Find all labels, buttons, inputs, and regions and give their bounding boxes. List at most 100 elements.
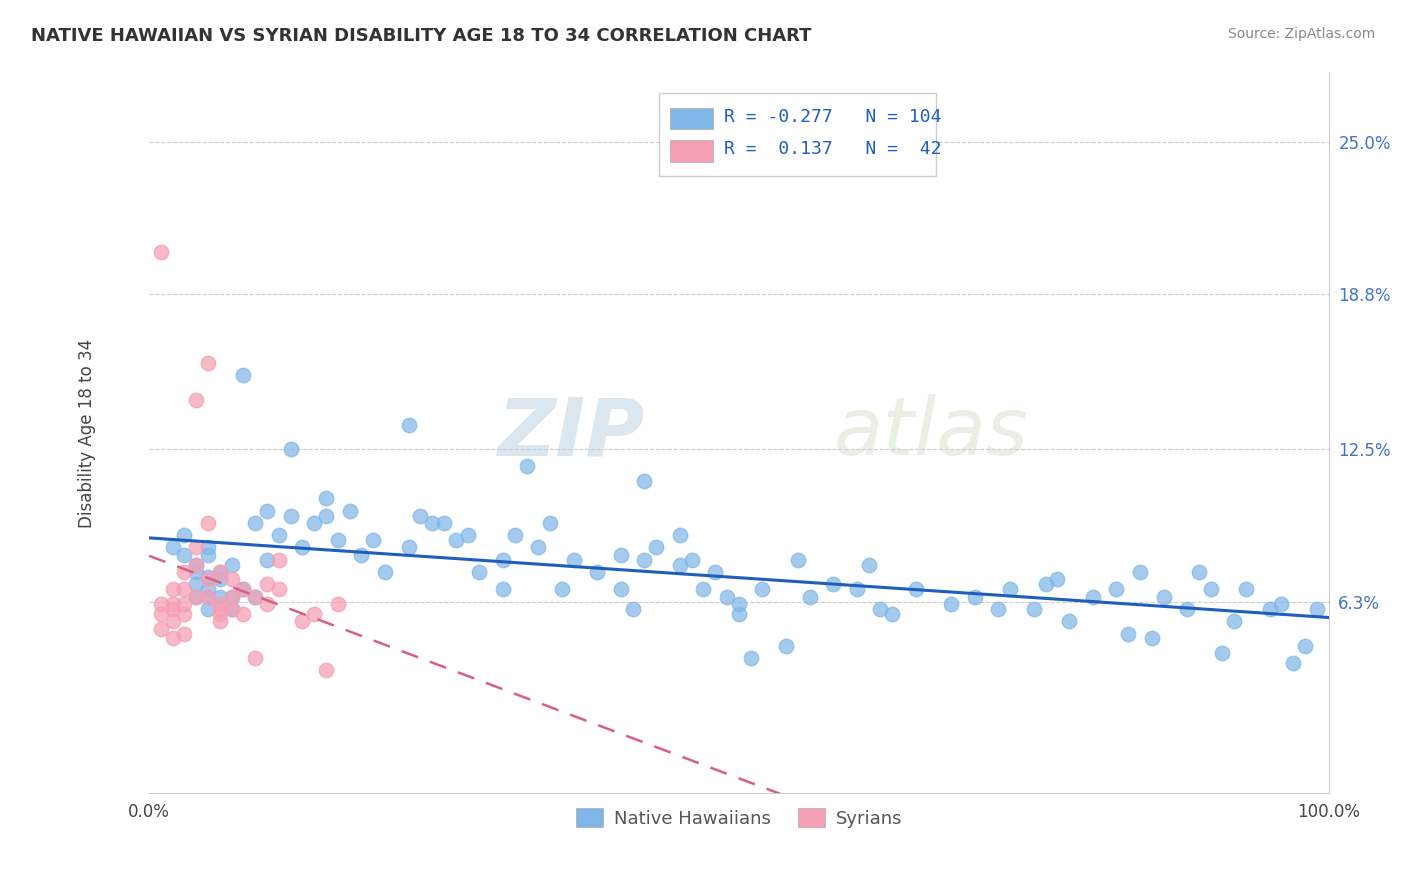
Point [245, 590, 267, 604]
Point [280, 508, 302, 523]
Point [149, 597, 172, 611]
Point [197, 541, 219, 555]
Point [492, 582, 515, 597]
Point [280, 442, 302, 457]
Point [173, 597, 195, 611]
Point [197, 516, 219, 530]
Point [704, 565, 727, 579]
Y-axis label: Disability Age 18 to 34: Disability Age 18 to 34 [79, 339, 96, 528]
Point [162, 602, 184, 616]
Point [326, 533, 349, 548]
Text: atlas: atlas [834, 394, 1028, 472]
Point [538, 516, 561, 530]
Point [692, 582, 714, 597]
Point [444, 533, 467, 548]
Point [823, 577, 845, 591]
Point [291, 541, 314, 555]
Point [433, 516, 456, 530]
Point [645, 541, 668, 555]
Point [740, 651, 762, 665]
Point [232, 368, 254, 383]
Point [221, 590, 243, 604]
Point [633, 474, 655, 488]
Point [149, 622, 172, 636]
Point [1129, 565, 1152, 579]
Point [610, 582, 633, 597]
Point [1175, 602, 1198, 616]
Point [1105, 582, 1128, 597]
Text: ZIP: ZIP [498, 394, 644, 472]
Point [326, 597, 349, 611]
Point [186, 565, 208, 579]
Point [221, 602, 243, 616]
Point [1306, 602, 1329, 616]
Point [1057, 614, 1080, 628]
FancyBboxPatch shape [658, 93, 936, 176]
Point [1188, 565, 1211, 579]
Point [1022, 602, 1045, 616]
Point [186, 392, 208, 407]
Point [727, 607, 749, 621]
Point [904, 582, 927, 597]
Point [173, 626, 195, 640]
Point [267, 553, 290, 567]
Point [186, 577, 208, 591]
Point [245, 590, 267, 604]
Point [256, 597, 278, 611]
Point [186, 590, 208, 604]
Point [1153, 590, 1175, 604]
Point [398, 417, 420, 432]
Point [197, 356, 219, 370]
Point [858, 558, 880, 572]
Point [1294, 639, 1316, 653]
Point [586, 565, 609, 579]
Point [1234, 582, 1257, 597]
Point [162, 597, 184, 611]
Point [350, 548, 373, 562]
FancyBboxPatch shape [671, 108, 713, 129]
Point [1081, 590, 1104, 604]
Point [162, 541, 184, 555]
Point [197, 548, 219, 562]
Point [669, 558, 692, 572]
Point [256, 503, 278, 517]
Point [208, 590, 231, 604]
Point [162, 632, 184, 646]
Point [492, 553, 515, 567]
Point [457, 528, 479, 542]
Point [503, 528, 526, 542]
Point [963, 590, 986, 604]
FancyBboxPatch shape [671, 140, 713, 161]
Text: R =  0.137   N =  42: R = 0.137 N = 42 [724, 140, 941, 159]
Point [562, 553, 585, 567]
Point [221, 602, 243, 616]
Point [302, 607, 325, 621]
Point [1046, 573, 1069, 587]
Point [527, 541, 550, 555]
Point [681, 553, 703, 567]
Point [515, 459, 537, 474]
Point [869, 602, 891, 616]
Point [845, 582, 868, 597]
Point [799, 590, 821, 604]
Point [610, 548, 633, 562]
Point [1282, 656, 1305, 670]
Point [197, 582, 219, 597]
Point [197, 590, 219, 604]
Point [208, 597, 231, 611]
Point [409, 508, 432, 523]
Point [633, 553, 655, 567]
Point [1258, 602, 1281, 616]
Point [221, 590, 243, 604]
Point [669, 528, 692, 542]
Point [374, 565, 396, 579]
Point [232, 582, 254, 597]
Point [256, 577, 278, 591]
Point [208, 565, 231, 579]
Point [197, 602, 219, 616]
Point [186, 590, 208, 604]
Text: Source: ZipAtlas.com: Source: ZipAtlas.com [1227, 27, 1375, 41]
Point [361, 533, 384, 548]
Point [173, 565, 195, 579]
Point [208, 565, 231, 579]
